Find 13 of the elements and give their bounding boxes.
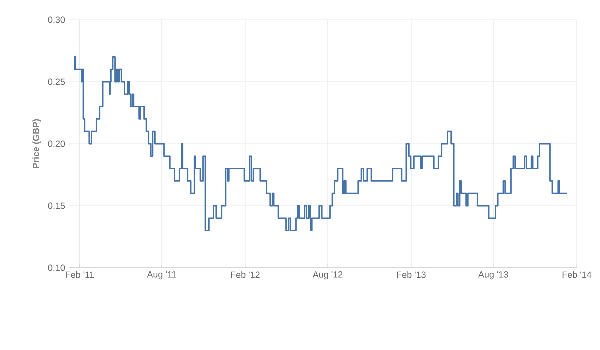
y-axis-title: Price (GBP) [32,119,42,168]
y-tick-label: 0.15 [48,202,66,210]
y-tick-label: 0.10 [48,264,66,272]
x-tick-label: Feb '12 [231,272,260,278]
y-tick-label: 0.20 [48,140,66,148]
x-tick-label: Aug '11 [147,272,176,280]
y-tick-label: 0.30 [48,16,66,24]
x-tick-label: Feb '14 [562,272,592,278]
x-tick-label: Feb '11 [66,272,94,278]
x-tick-label: Feb '13 [397,272,426,278]
x-tick-label: Aug '13 [478,272,508,280]
x-tick-label: Aug '12 [312,272,343,280]
y-tick-label: 0.25 [48,78,66,86]
